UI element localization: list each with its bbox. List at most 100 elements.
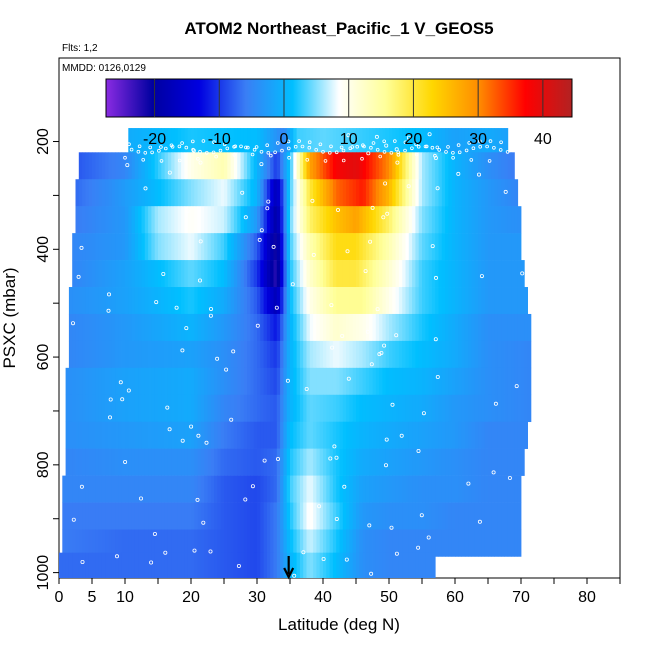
heatmap-cell [266, 448, 271, 476]
heatmap-cell [461, 529, 466, 557]
heatmap-cell [115, 448, 119, 476]
heatmap-cell [299, 260, 304, 288]
heatmap-cell [207, 206, 212, 234]
heatmap-cell [151, 128, 156, 156]
heatmap-cell [230, 529, 235, 557]
heatmap-cell [342, 421, 347, 449]
heatmap-cell [237, 313, 241, 342]
heatmap-cell [95, 529, 99, 557]
flight-track-marker [273, 150, 277, 155]
heatmap-cell [204, 552, 208, 578]
heatmap-cell [319, 287, 324, 315]
heatmap-cell [220, 152, 225, 180]
heatmap-cell [316, 233, 321, 261]
heatmap-cell [395, 529, 400, 557]
heatmap-cell [276, 206, 281, 234]
y-axis-title: PSXC (mbar) [0, 267, 19, 368]
heatmap-cell [260, 448, 264, 476]
heatmap-cell [451, 475, 456, 503]
heatmap-cell [85, 552, 90, 578]
heatmap-cell [389, 206, 393, 234]
heatmap-cell [108, 367, 113, 396]
heatmap-cell [464, 152, 469, 180]
heatmap-cell [441, 313, 446, 342]
heatmap-cell [283, 233, 288, 261]
heatmap-cell [273, 128, 278, 156]
heatmap-cell [144, 367, 149, 396]
heatmap-cell [187, 475, 192, 503]
heatmap-cell [488, 421, 492, 449]
heatmap-cell [260, 502, 264, 530]
heatmap-cell [418, 340, 423, 369]
heatmap-cell [214, 421, 218, 449]
flight-track-marker [423, 144, 428, 149]
flight-track-marker [321, 150, 325, 154]
heatmap-cell [375, 552, 380, 578]
heatmap-cell [194, 448, 198, 476]
heatmap-cell [224, 287, 228, 315]
heatmap-cell [158, 128, 162, 156]
heatmap-cell [349, 529, 354, 557]
heatmap-cell [375, 179, 380, 207]
flight-track-marker [265, 143, 270, 148]
heatmap-cell [369, 260, 373, 288]
heatmap-cell [237, 233, 241, 261]
heatmap-cell [85, 529, 90, 557]
heatmap-cell [121, 475, 126, 503]
heatmap-cell [395, 260, 400, 288]
heatmap-cell [121, 313, 126, 342]
heatmap-cell [108, 260, 113, 288]
x-tick-label: 50 [380, 589, 398, 606]
heatmap-cell [72, 529, 76, 557]
heatmap-cell [299, 367, 304, 396]
sample-marker [493, 401, 498, 406]
heatmap-cell [464, 502, 469, 530]
heatmap-cell [329, 260, 334, 288]
heatmap-cell [237, 367, 241, 396]
heatmap-cell [187, 313, 192, 342]
heatmap-cell [438, 206, 443, 234]
heatmap-cell [224, 340, 228, 369]
heatmap-cell [286, 340, 291, 369]
heatmap-cell [72, 448, 76, 476]
heatmap-cell [148, 421, 152, 449]
heatmap-cell [408, 529, 413, 557]
heatmap-cell [346, 260, 350, 288]
heatmap-cell [313, 340, 317, 369]
heatmap-cell [187, 552, 192, 578]
heatmap-cell [260, 233, 264, 261]
heatmap-cell [438, 287, 443, 315]
heatmap-cell [270, 394, 274, 423]
x-tick-label: 70 [512, 589, 530, 606]
heatmap-cell [484, 233, 489, 261]
heatmap-cell [286, 128, 291, 156]
heatmap-cell [59, 552, 63, 578]
heatmap-cell [306, 502, 311, 530]
heatmap-cell [280, 179, 284, 207]
heatmap-cell [171, 340, 175, 369]
heatmap-cell [174, 367, 179, 396]
heatmap-cell [511, 475, 515, 503]
heatmap-cell [243, 367, 248, 396]
heatmap-cell [428, 340, 433, 369]
sample-marker [204, 440, 209, 445]
heatmap-cell [174, 313, 179, 342]
heatmap-cell [161, 128, 165, 156]
heatmap-cell [398, 552, 403, 578]
heatmap-cell [316, 367, 321, 396]
heatmap-cell [395, 206, 400, 234]
heatmap-cell [379, 287, 383, 315]
heatmap-cell [501, 502, 505, 530]
heatmap-cell [158, 233, 162, 261]
heatmap-cell [455, 128, 459, 156]
heatmap-cell [349, 552, 354, 578]
heatmap-cell [88, 367, 93, 396]
heatmap-cell [263, 502, 268, 530]
heatmap-cell [62, 529, 66, 557]
heatmap-cell [389, 179, 393, 207]
heatmap-cell [105, 502, 109, 530]
heatmap-cell [253, 206, 258, 234]
heatmap-cell [141, 502, 146, 530]
heatmap-cell [263, 287, 268, 315]
heatmap-cell [148, 394, 152, 423]
